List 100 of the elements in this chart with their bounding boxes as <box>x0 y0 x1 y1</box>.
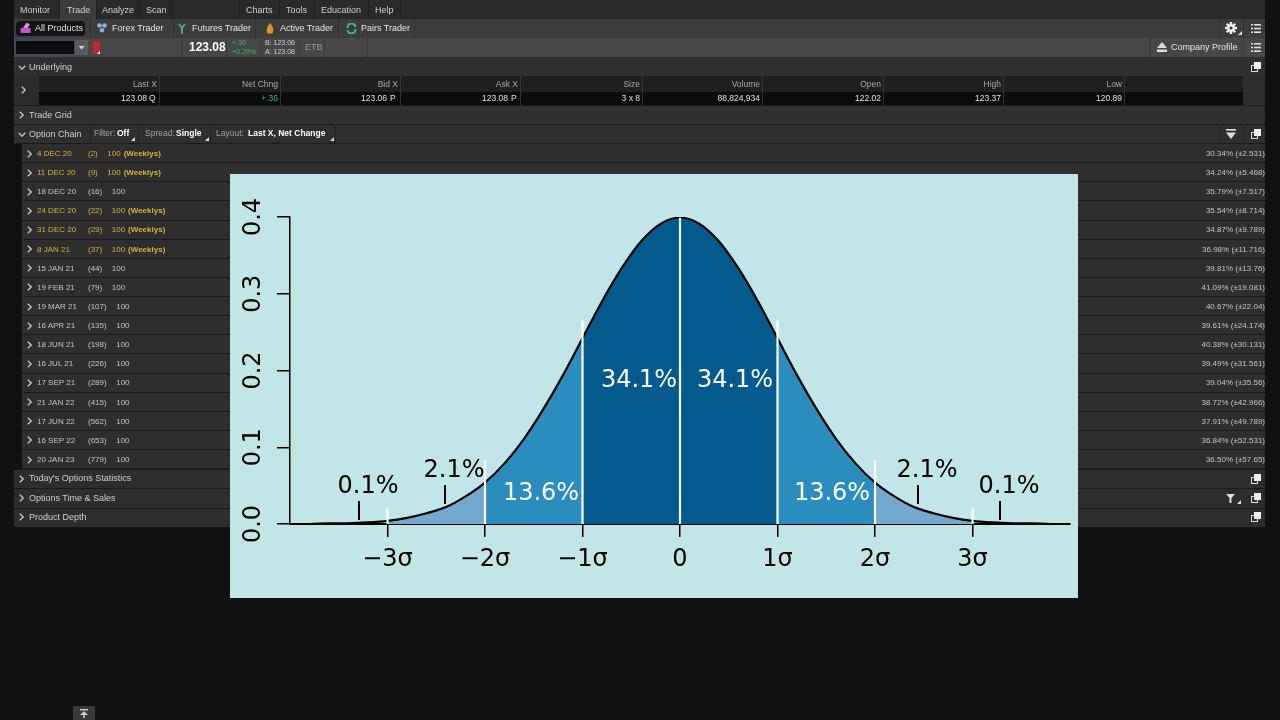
text: (562) <box>88 416 107 426</box>
text: 40.67% (±22.04) <box>1205 301 1265 312</box>
text: 11 DEC 20 <box>37 168 77 178</box>
text: Filter: <box>94 128 116 139</box>
text: 36.84% (±52.531) <box>1201 435 1265 446</box>
x-tick-label: −1σ <box>557 543 608 572</box>
text: (37) <box>88 244 103 254</box>
text: 123.06 <box>361 92 387 104</box>
y-tick-label: 0.2 <box>238 351 267 390</box>
text: (29) <box>88 225 103 235</box>
text: 16 APR 21 <box>37 321 77 331</box>
text: (Weeklys) <box>128 225 166 235</box>
text: 39.81% (±13.76) <box>1205 263 1265 273</box>
text: 19 FEB 21 <box>37 282 76 293</box>
x-tick-label: 1σ <box>762 543 793 572</box>
text: 100 <box>111 225 126 235</box>
text: (Weeklys) <box>128 244 166 254</box>
text: Option Chain <box>29 128 82 140</box>
text: 100 <box>116 359 130 369</box>
text: (79) <box>88 282 103 293</box>
text: 100 <box>116 416 130 426</box>
text: (289) <box>88 378 107 388</box>
text: 31 DEC 20 <box>37 225 78 235</box>
text: 17 SEP 21 <box>37 378 77 388</box>
text: 36.98% (±11.716) <box>1202 244 1265 254</box>
text: Company Profile <box>1171 42 1238 53</box>
text: (198) <box>88 340 107 350</box>
text: Low <box>1106 78 1122 90</box>
text: 123.08 <box>189 39 226 55</box>
text: 39.61% (±24.174) <box>1201 321 1265 331</box>
text: 38.72% (±42.966) <box>1201 397 1265 407</box>
x-tick-label: −3σ <box>362 543 413 572</box>
text: 30.34% (±2.531) <box>1205 148 1265 159</box>
text: (779) <box>88 454 107 465</box>
text: Tools <box>286 4 308 16</box>
text: ETB <box>305 42 323 53</box>
text: Active Trader <box>280 23 334 34</box>
text: 100 <box>116 378 130 388</box>
text: 100 <box>107 148 121 159</box>
text: 39.04% (±35.56) <box>1205 378 1265 388</box>
text: 4 DEC 20 <box>37 148 73 159</box>
text: 39.49% (±31.561) <box>1201 359 1265 369</box>
text: Off <box>117 128 130 139</box>
text: 88,824,934 <box>717 92 760 104</box>
text: Monitor <box>20 4 51 16</box>
text: 100 <box>116 397 130 407</box>
annotation: 0.1% <box>337 471 399 500</box>
text: 34.24% (±5.468) <box>1205 168 1265 178</box>
text: 15 JAN 21 <box>37 263 76 273</box>
text: Last X, Net Change <box>248 128 326 139</box>
text: 18 JUN 21 <box>37 340 76 350</box>
text: (Weeklys) <box>123 148 161 159</box>
text: 100 <box>111 282 126 293</box>
text: Analyze <box>102 4 135 16</box>
text: 100 <box>111 187 126 197</box>
text: Help <box>375 4 394 16</box>
text: 100 <box>111 244 126 254</box>
annotation: 34.1% <box>696 365 774 394</box>
text: Spread: <box>145 128 175 139</box>
text: 17 JUN 22 <box>37 416 76 426</box>
text: 123.08 <box>482 92 508 104</box>
text: (2) <box>88 148 98 159</box>
text: Ask X <box>495 78 518 90</box>
text: 100 <box>116 301 130 312</box>
text: 35.79% (±7.517) <box>1205 187 1265 197</box>
text: Q <box>149 92 156 104</box>
text: (415) <box>88 397 107 407</box>
text: Layout: <box>216 128 244 139</box>
text: 37.91% (±49.789) <box>1201 416 1265 426</box>
text: 122.02 <box>855 92 881 104</box>
text: 41.09% (±19.081) <box>1201 282 1265 293</box>
text: (22) <box>88 206 103 216</box>
text: Pairs Trader <box>361 23 411 34</box>
text: 123.37 <box>975 92 1001 104</box>
text: Education <box>321 4 362 16</box>
text: P <box>511 92 517 104</box>
x-tick-label: 2σ <box>859 543 891 572</box>
text: Today's Options Statistics <box>29 473 132 484</box>
y-tick-label: 0.4 <box>238 197 267 237</box>
text: +.36 <box>261 92 278 104</box>
text: Underlying <box>29 61 73 73</box>
text: 100 <box>116 435 130 446</box>
text: Volume <box>731 78 760 90</box>
text: 100 <box>116 340 130 350</box>
text: (Weeklys) <box>128 206 166 216</box>
text: Net Chng <box>242 78 278 90</box>
text: Trade <box>67 4 91 16</box>
text: (Weeklys) <box>123 168 161 178</box>
text: (9) <box>88 168 98 178</box>
text: 40.38% (±30.131) <box>1201 340 1265 350</box>
text: (107) <box>88 301 107 312</box>
text: 21 JAN 22 <box>37 397 76 407</box>
text: (226) <box>88 359 107 369</box>
text: P <box>390 92 396 104</box>
x-tick-label: 3σ <box>957 543 988 572</box>
text: 100 <box>116 321 130 331</box>
text: 35.54% (±8.714) <box>1205 206 1265 216</box>
text: High <box>983 78 1001 90</box>
annotation: 2.1% <box>423 455 485 484</box>
text: (135) <box>88 321 107 331</box>
